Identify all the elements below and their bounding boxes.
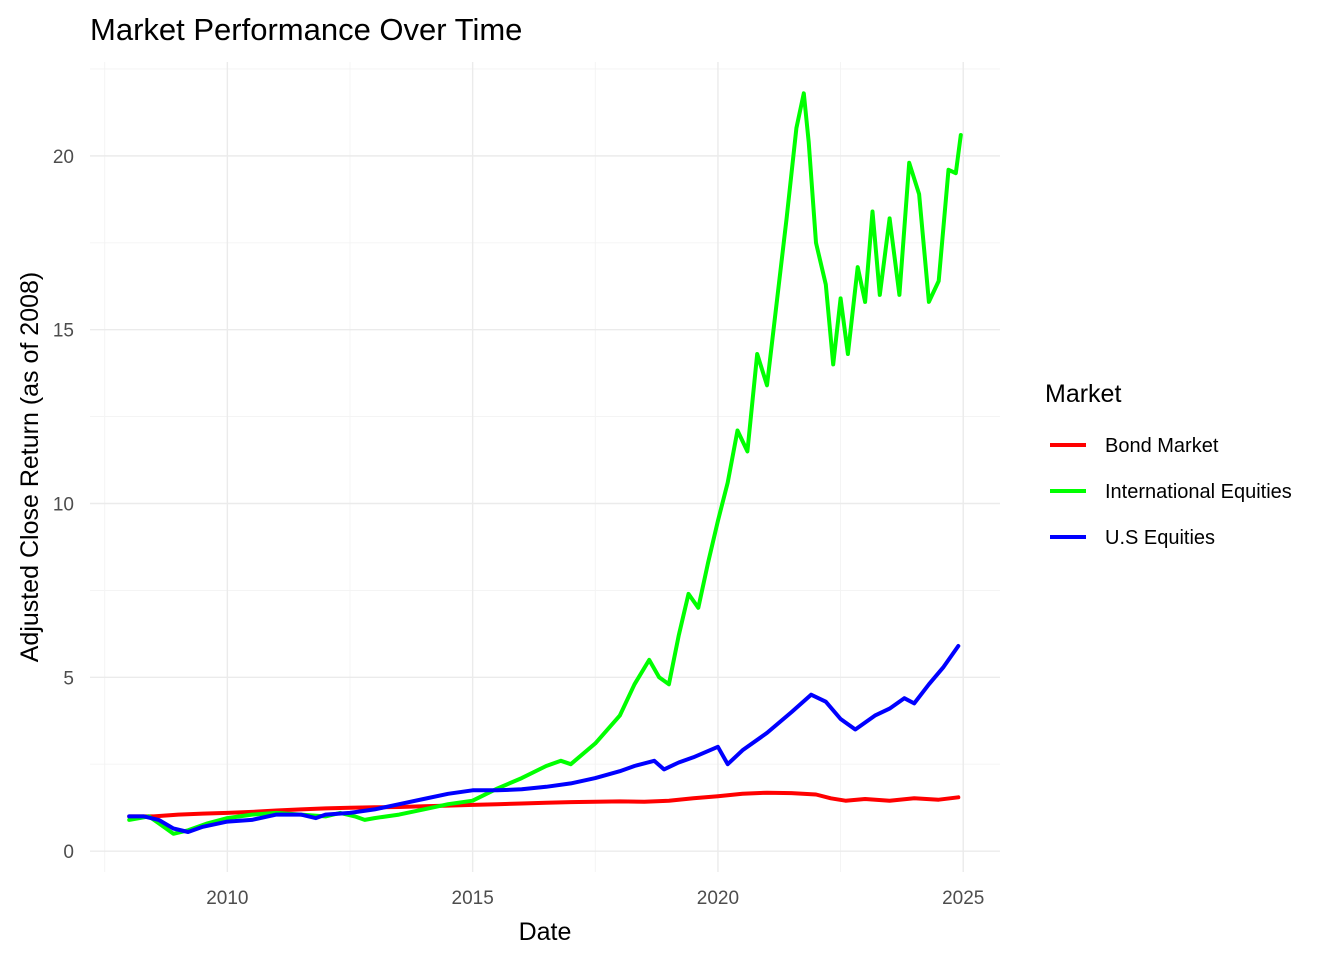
y-axis-tick-labels: 0 5 10 15 20 <box>53 147 74 863</box>
x-tick-label: 2020 <box>697 888 739 909</box>
y-tick-label: 5 <box>63 668 74 689</box>
x-axis-title: Date <box>519 918 572 946</box>
y-tick-label: 10 <box>53 495 74 516</box>
legend-item-u-s-equities: U.S Equities <box>1050 527 1215 549</box>
x-tick-label: 2025 <box>942 888 984 909</box>
x-tick-label: 2015 <box>452 888 494 909</box>
legend-label-bond-market: Bond Market <box>1105 435 1219 457</box>
x-axis-tick-labels: 2010 2015 2020 2025 <box>206 888 984 909</box>
series-lines <box>127 91 963 836</box>
legend-title: Market <box>1045 380 1121 408</box>
legend-label-u-s-equities: U.S Equities <box>1105 527 1215 549</box>
y-tick-label: 0 <box>63 842 74 863</box>
chart-title: Market Performance Over Time <box>90 12 522 47</box>
y-tick-label: 15 <box>53 321 74 342</box>
series-line-bond-market <box>127 790 961 819</box>
legend-label-international-equities: International Equities <box>1105 481 1292 503</box>
legend-item-bond-market: Bond Market <box>1050 435 1219 457</box>
x-tick-label: 2010 <box>206 888 248 909</box>
series-line-u-s-equities <box>127 644 961 834</box>
legend-item-international-equities: International Equities <box>1050 481 1292 503</box>
legend: Market Bond Market International Equities… <box>1045 380 1292 549</box>
grid <box>90 62 1000 872</box>
y-tick-label: 20 <box>53 147 74 168</box>
legend-items: Bond Market International Equities U.S Equ… <box>1050 435 1292 549</box>
y-axis-title: Adjusted Close Return (as of 2008) <box>16 272 44 663</box>
